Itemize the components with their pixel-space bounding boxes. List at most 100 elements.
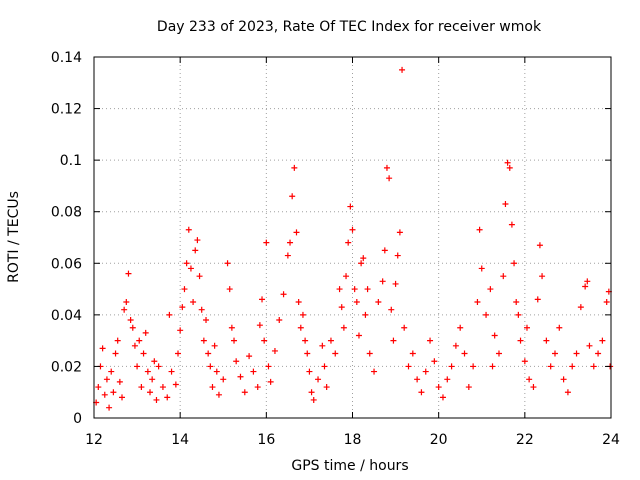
data-point	[396, 229, 403, 236]
data-point	[207, 363, 214, 370]
data-point	[560, 376, 567, 383]
data-point	[211, 342, 218, 349]
data-point	[103, 376, 110, 383]
y-tick-label: 0.1	[60, 153, 82, 169]
data-point	[287, 239, 294, 246]
data-point	[394, 252, 401, 259]
data-point	[343, 273, 350, 280]
data-point	[375, 298, 382, 305]
data-point	[250, 368, 257, 375]
data-point	[478, 265, 485, 272]
data-point	[185, 226, 192, 233]
data-point	[483, 311, 490, 318]
data-point	[422, 368, 429, 375]
grid-lines	[94, 57, 611, 418]
data-point	[110, 389, 117, 396]
data-point	[295, 298, 302, 305]
x-tick-label: 18	[344, 432, 362, 448]
data-point	[448, 363, 455, 370]
data-point	[487, 286, 494, 293]
data-point	[573, 350, 580, 357]
data-point	[504, 159, 511, 166]
data-point	[233, 358, 240, 365]
data-point	[261, 337, 268, 344]
data-point	[159, 384, 166, 391]
data-point	[151, 358, 158, 365]
data-point	[338, 304, 345, 311]
data-point	[366, 350, 373, 357]
data-point	[534, 296, 541, 303]
data-point	[511, 260, 518, 267]
data-point	[153, 396, 160, 403]
data-point	[500, 273, 507, 280]
data-point	[388, 306, 395, 313]
data-point	[502, 200, 509, 207]
data-point	[379, 278, 386, 285]
data-point	[564, 389, 571, 396]
data-point	[551, 350, 558, 357]
data-point	[310, 396, 317, 403]
data-point	[474, 298, 481, 305]
data-point	[543, 337, 550, 344]
data-point	[304, 350, 311, 357]
data-point	[183, 260, 190, 267]
data-point	[590, 363, 597, 370]
data-point	[129, 324, 136, 331]
data-point	[276, 317, 283, 324]
data-point	[196, 273, 203, 280]
data-point	[175, 350, 182, 357]
data-point	[181, 286, 188, 293]
data-point	[392, 280, 399, 287]
data-point	[556, 324, 563, 331]
data-point	[166, 311, 173, 318]
data-point	[452, 342, 459, 349]
y-tick-label: 0.14	[51, 50, 82, 66]
data-point	[147, 389, 154, 396]
data-point	[203, 317, 210, 324]
data-point	[427, 337, 434, 344]
axes: 12 14 16 18 20 22 24 0 0.02 0.04 0.06 0.08 0.1 0.12 0.…	[51, 50, 620, 448]
data-point	[213, 368, 220, 375]
data-point	[476, 226, 483, 233]
data-points	[93, 66, 614, 411]
data-point	[547, 363, 554, 370]
data-point	[237, 373, 244, 380]
data-point	[530, 384, 537, 391]
data-point	[582, 283, 589, 290]
data-point	[523, 324, 530, 331]
data-point	[123, 298, 130, 305]
data-point	[187, 265, 194, 272]
data-point	[399, 66, 406, 73]
data-point	[526, 376, 533, 383]
data-point	[134, 363, 141, 370]
data-point	[205, 350, 212, 357]
data-point	[506, 164, 513, 171]
data-point	[127, 317, 134, 324]
data-point	[99, 345, 106, 352]
data-point	[302, 337, 309, 344]
data-point	[595, 350, 602, 357]
x-tick-label: 24	[602, 432, 620, 448]
data-point	[293, 229, 300, 236]
data-point	[536, 242, 543, 249]
data-point	[584, 278, 591, 285]
data-point	[508, 221, 515, 228]
data-point	[228, 324, 235, 331]
data-point	[355, 332, 362, 339]
data-point	[603, 298, 610, 305]
data-point	[280, 291, 287, 298]
y-tick-label: 0	[73, 411, 82, 427]
data-point	[491, 332, 498, 339]
data-point	[254, 384, 261, 391]
data-point	[125, 270, 132, 277]
data-point	[194, 237, 201, 244]
data-point	[513, 298, 520, 305]
data-point	[431, 358, 438, 365]
data-point	[515, 311, 522, 318]
data-point	[172, 381, 179, 388]
data-point	[101, 391, 108, 398]
data-point	[168, 368, 175, 375]
data-point	[358, 260, 365, 267]
data-point	[364, 286, 371, 293]
data-point	[297, 324, 304, 331]
